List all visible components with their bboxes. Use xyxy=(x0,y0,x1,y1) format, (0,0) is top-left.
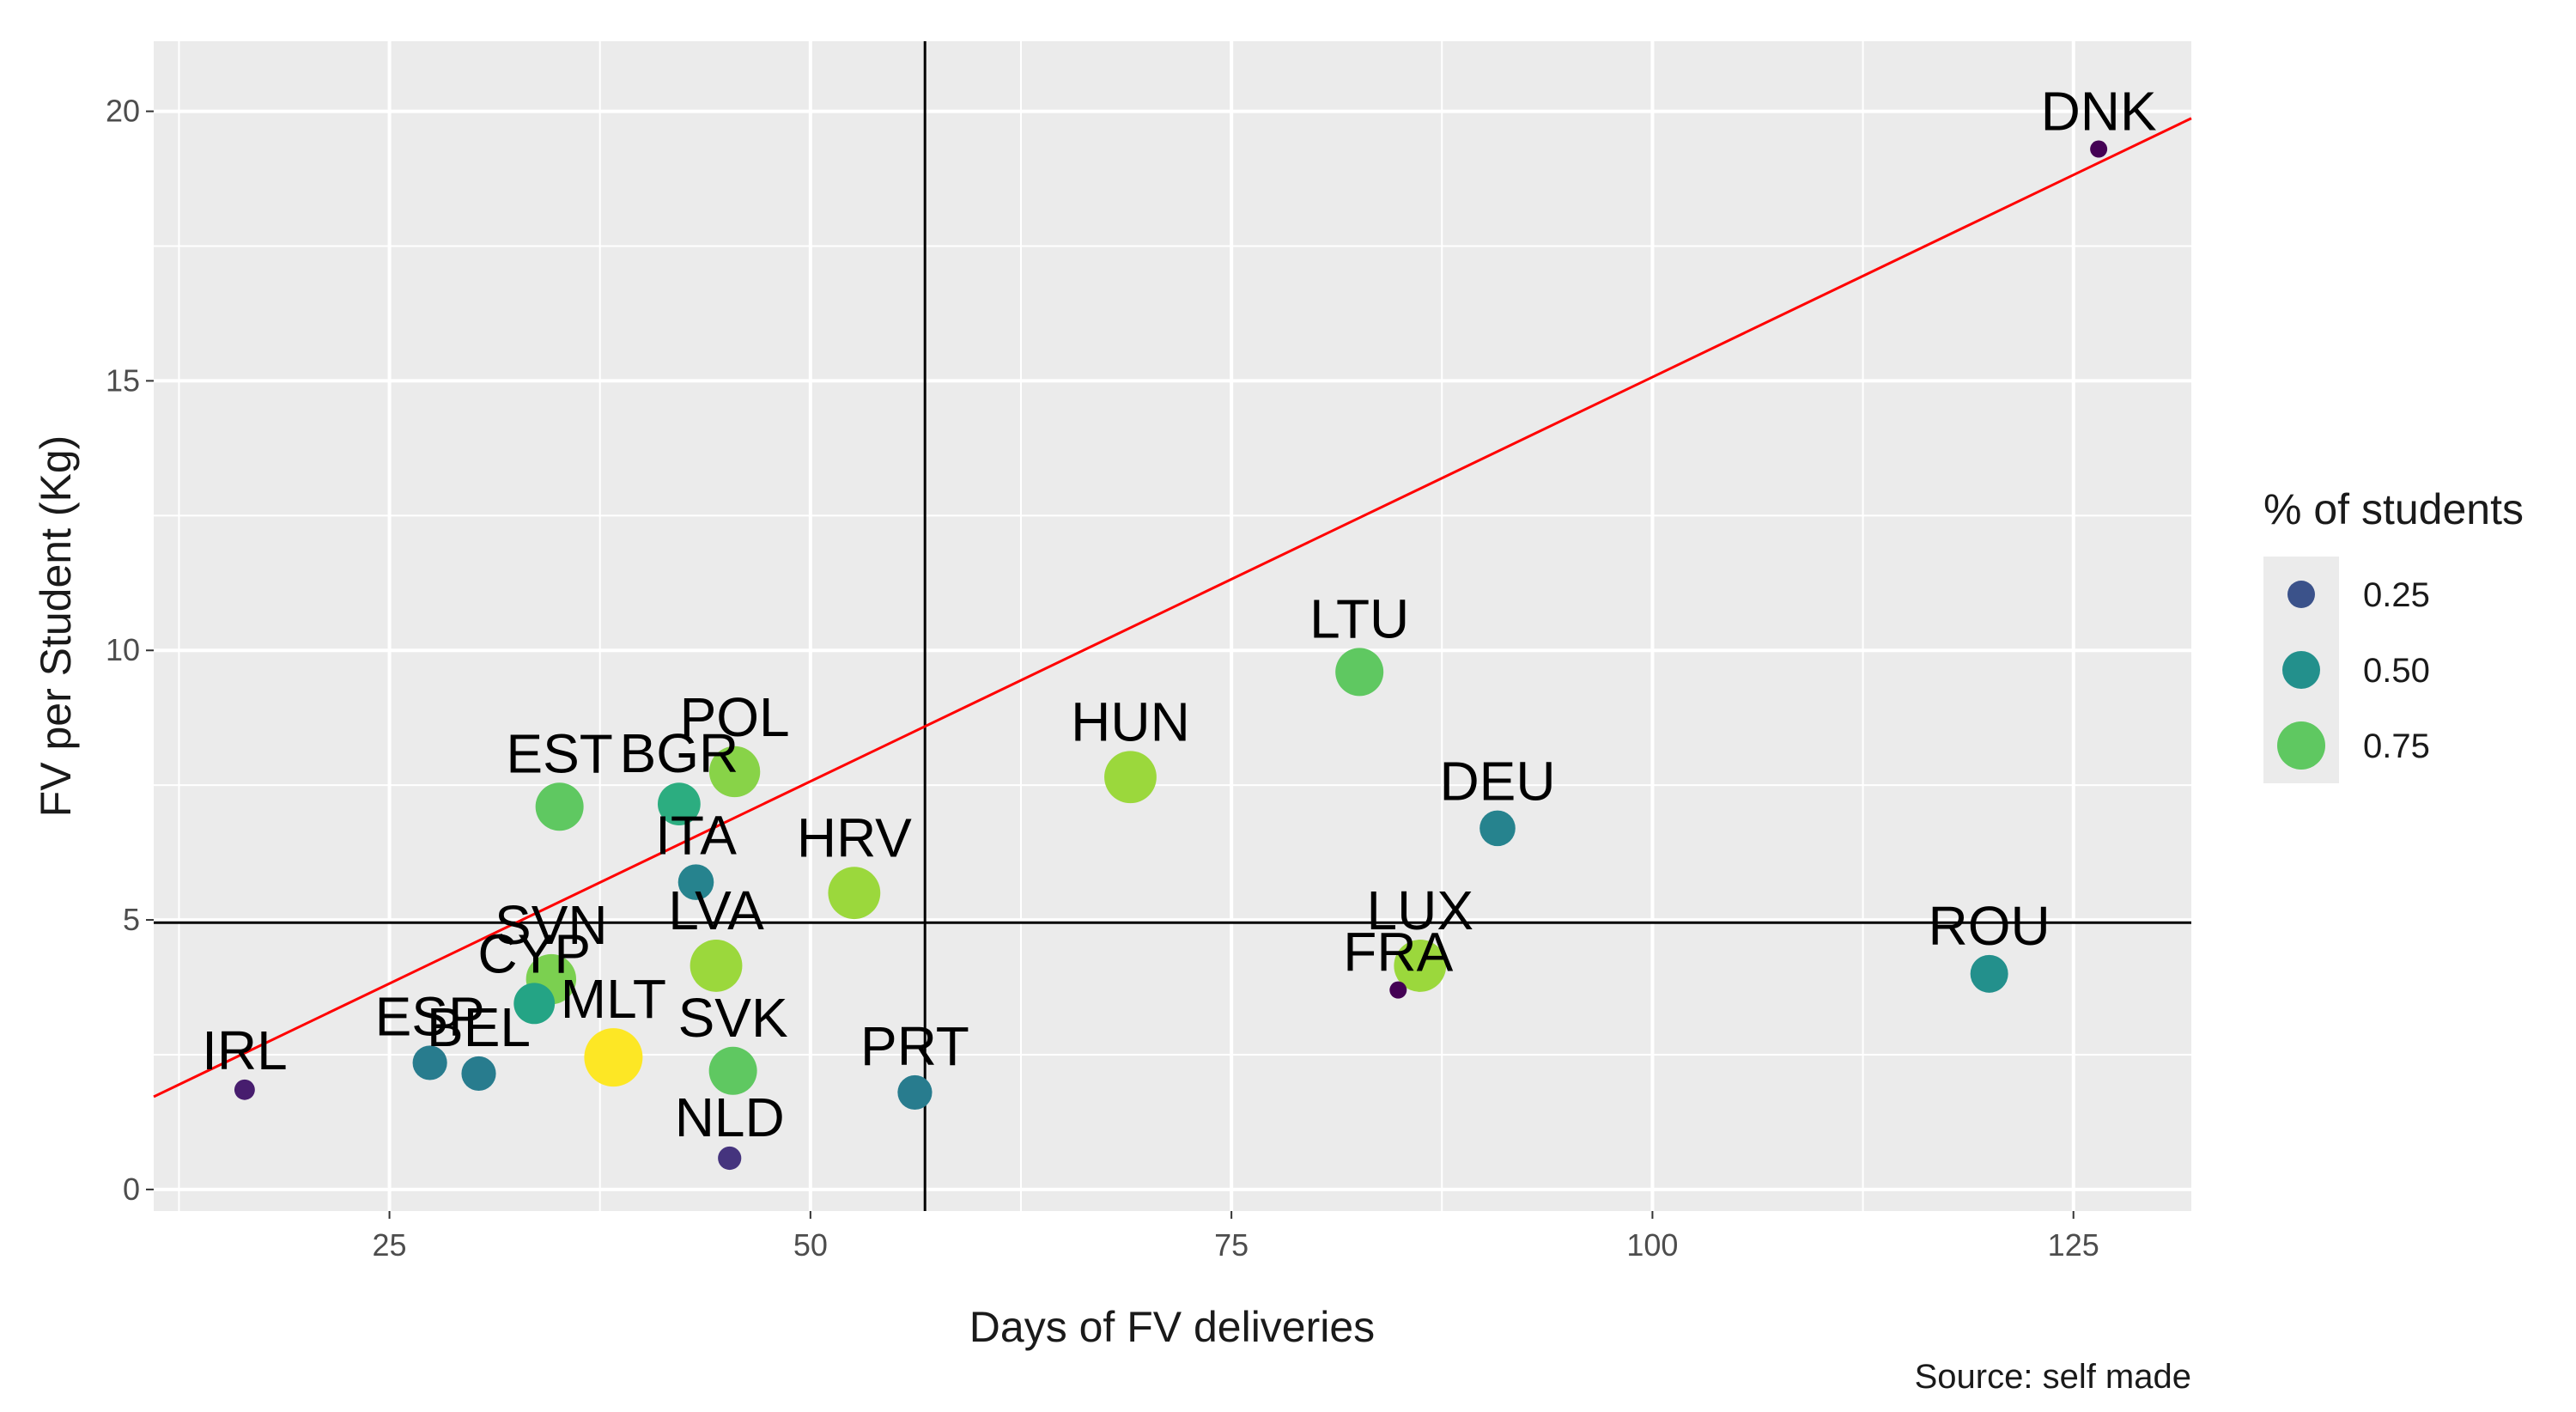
point-rou xyxy=(1970,954,2008,993)
point-est xyxy=(535,782,584,831)
y-axis-ticks: 0 5 10 15 20 xyxy=(106,94,154,1207)
label-irl: IRL xyxy=(202,1019,288,1081)
label-nld: NLD xyxy=(675,1086,785,1148)
legend-entries: 0.25 0.50 0.75 xyxy=(2263,557,2430,783)
point-mlt xyxy=(584,1028,643,1087)
legend-label: 0.75 xyxy=(2363,727,2430,765)
point-svk xyxy=(708,1046,757,1095)
y-tick-label: 15 xyxy=(106,362,140,398)
point-prt xyxy=(897,1074,933,1110)
point-deu xyxy=(1479,810,1516,847)
label-dnk: DNK xyxy=(2041,81,2157,143)
label-pol: POL xyxy=(680,686,790,748)
point-bel xyxy=(461,1056,496,1092)
x-axis-title: Days of FV deliveries xyxy=(969,1303,1375,1351)
label-deu: DEU xyxy=(1439,751,1555,813)
label-lva: LVA xyxy=(668,879,764,941)
y-tick-label: 0 xyxy=(123,1172,140,1207)
legend: % of students 0.25 0.50 0.75 xyxy=(2263,485,2524,783)
point-esp xyxy=(412,1045,447,1080)
point-ita xyxy=(677,864,714,900)
label-svk: SVK xyxy=(678,987,788,1049)
point-nld xyxy=(718,1146,742,1171)
y-tick-label: 10 xyxy=(106,632,140,667)
y-tick-label: 20 xyxy=(106,94,140,129)
label-ltu: LTU xyxy=(1309,587,1409,649)
label-mlt: MLT xyxy=(561,968,666,1030)
plot-panel xyxy=(154,41,2191,1211)
y-tick-label: 5 xyxy=(123,902,140,937)
legend-label: 0.25 xyxy=(2363,576,2430,614)
point-cyp xyxy=(513,983,556,1025)
point-hrv xyxy=(828,867,881,920)
x-tick-label: 25 xyxy=(373,1227,407,1263)
x-tick-label: 75 xyxy=(1214,1227,1249,1263)
trend-line-group xyxy=(153,117,2192,1099)
label-est: EST xyxy=(506,722,612,784)
major-gridlines xyxy=(154,41,2191,1211)
point-dnk xyxy=(2090,140,2108,158)
point-irl xyxy=(234,1079,255,1100)
y-axis-title: FV per Student (Kg) xyxy=(32,435,80,818)
trend-line xyxy=(153,117,2192,1099)
label-prt: PRT xyxy=(860,1015,969,1077)
label-cyp: CYP xyxy=(477,922,591,984)
label-bel: BEL xyxy=(427,996,531,1058)
reference-lines xyxy=(154,41,2191,1211)
minor-gridlines xyxy=(154,41,2191,1211)
legend-key xyxy=(2277,721,2325,770)
point-lux xyxy=(1394,940,1447,992)
legend-key xyxy=(2287,581,2315,608)
label-hrv: HRV xyxy=(797,806,912,868)
label-rou: ROU xyxy=(1929,895,2050,957)
x-tick-label: 50 xyxy=(793,1227,828,1263)
label-lux: LUX xyxy=(1367,879,1474,941)
point-fra xyxy=(1389,981,1407,999)
label-svn: SVN xyxy=(495,894,608,956)
point-hun xyxy=(1104,751,1157,804)
label-bgr: BGR xyxy=(620,722,739,784)
x-axis-ticks: 25 50 75 100 125 xyxy=(373,1211,2099,1263)
legend-label: 0.50 xyxy=(2363,652,2430,690)
legend-key xyxy=(2282,651,2320,689)
point-bgr xyxy=(658,782,701,826)
x-tick-label: 125 xyxy=(2048,1227,2099,1263)
label-esp: ESP xyxy=(375,985,485,1047)
point-pol xyxy=(708,746,761,798)
legend-title: % of students xyxy=(2263,485,2524,533)
data-points xyxy=(234,140,2108,1171)
label-hun: HUN xyxy=(1071,691,1190,752)
point-ltu xyxy=(1335,648,1384,697)
x-tick-label: 100 xyxy=(1626,1227,1678,1263)
source-caption: Source: self made xyxy=(1915,1358,2191,1396)
label-ita: ITA xyxy=(655,804,737,866)
point-lva xyxy=(690,940,743,992)
label-fra: FRA xyxy=(1343,922,1453,983)
